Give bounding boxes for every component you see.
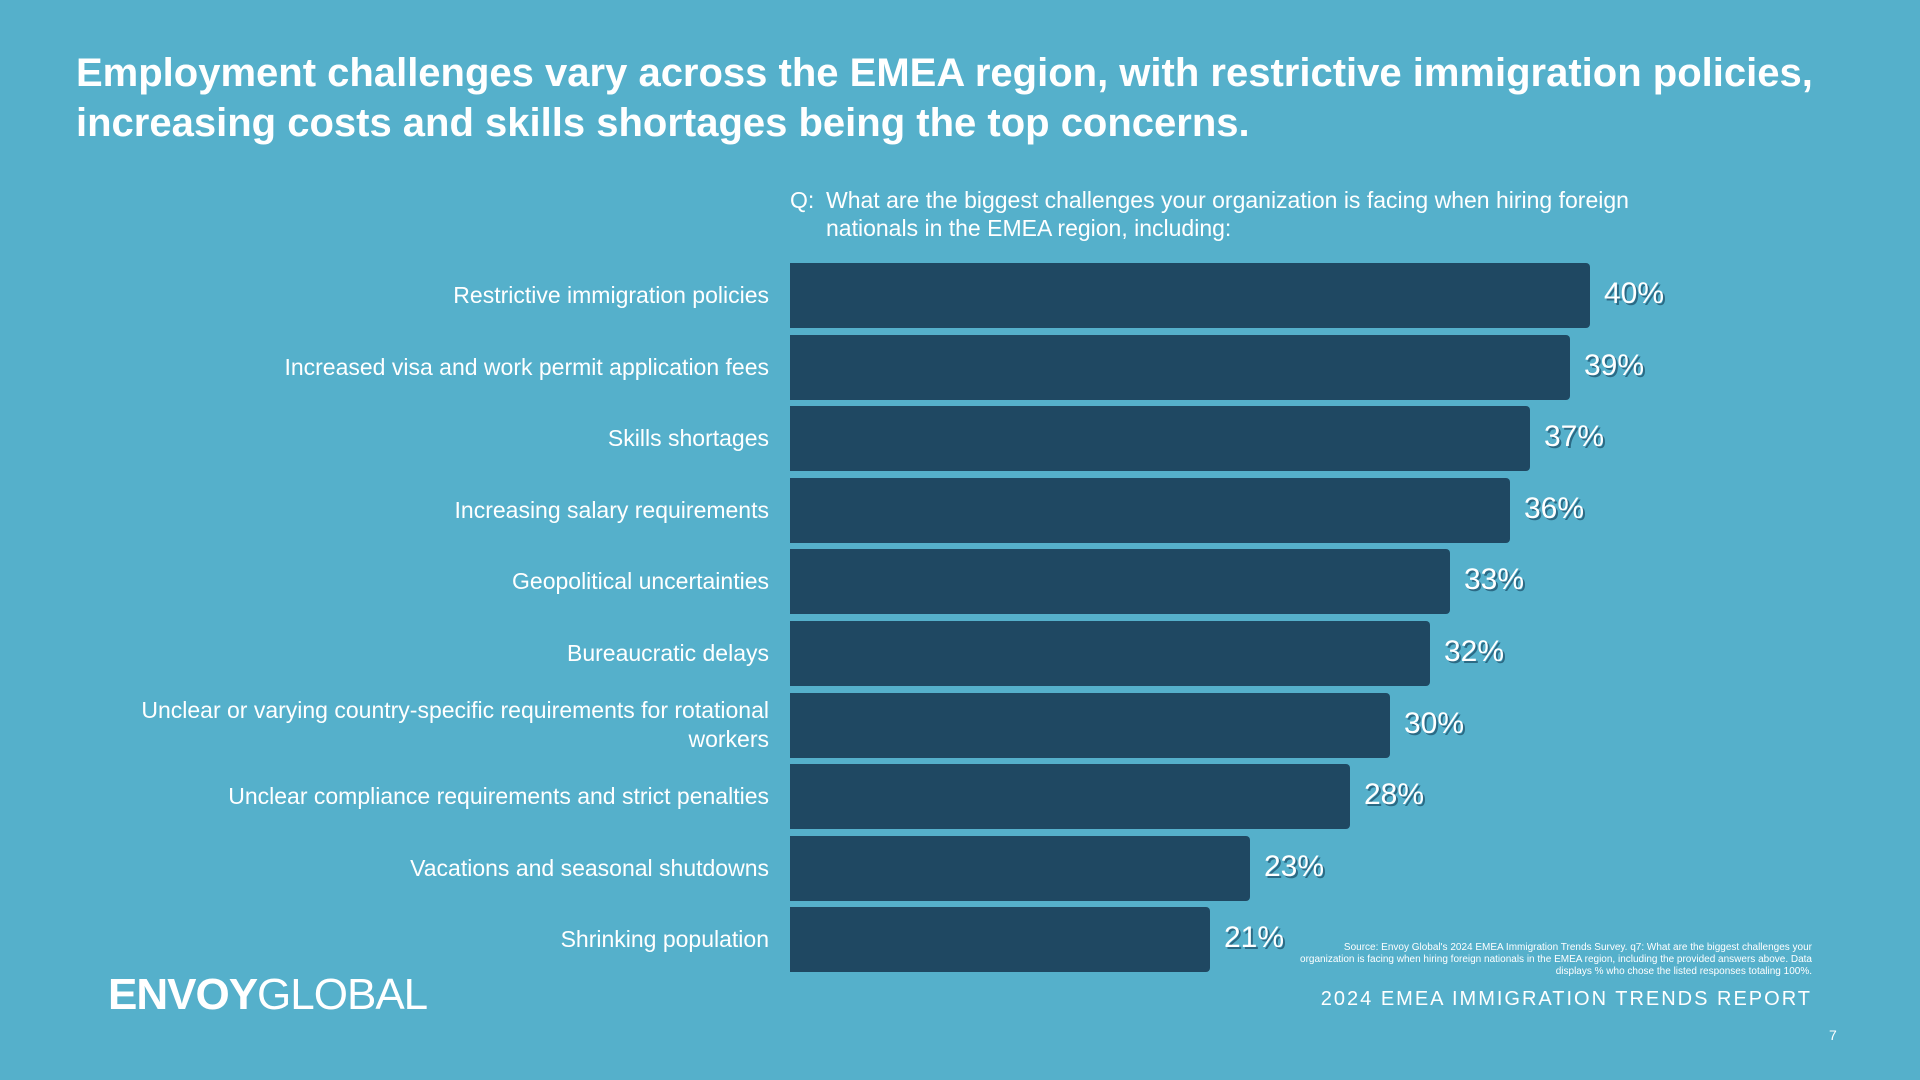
bar — [790, 263, 1590, 328]
bar — [790, 477, 1510, 543]
survey-question: Q: What are the biggest challenges your … — [790, 186, 1656, 242]
value-label: 36% — [1524, 491, 1585, 525]
category-label: Shrinking population — [560, 926, 769, 953]
value-label: 28% — [1364, 778, 1425, 812]
category-label: Geopolitical uncertainties — [512, 568, 769, 595]
envoy-global-logo: ENVOYGLOBAL — [108, 970, 428, 1019]
bar — [790, 692, 1390, 758]
bar — [790, 406, 1530, 472]
bar — [790, 621, 1430, 686]
page-number: 7 — [1829, 1027, 1837, 1043]
value-label: 39% — [1584, 348, 1645, 382]
bar — [790, 549, 1450, 615]
source-note: Source: Envoy Global's 2024 EMEA Immigra… — [1300, 942, 1812, 977]
category-label: Unclear compliance requirements and stri… — [228, 783, 769, 810]
category-label: Restrictive immigration policies — [453, 282, 769, 308]
value-label: 40% — [1604, 277, 1665, 310]
value-label: 33% — [1464, 563, 1525, 597]
page-title: Employment challenges vary across the EM… — [76, 51, 1813, 145]
question-text: What are the biggest challenges your org… — [826, 187, 1629, 241]
report-title: 2024 EMEA IMMIGRATION TRENDS REPORT — [1320, 988, 1812, 1010]
value-label: 21% — [1224, 921, 1285, 955]
value-label: 23% — [1264, 849, 1325, 883]
bar — [790, 764, 1350, 830]
category-label: Increased visa and work permit applicati… — [284, 353, 769, 380]
value-label: 32% — [1444, 635, 1505, 668]
value-label: 37% — [1544, 420, 1605, 454]
value-label: 30% — [1404, 706, 1465, 740]
bar — [790, 835, 1250, 901]
category-label: Bureaucratic delays — [567, 640, 769, 666]
bar — [790, 907, 1210, 973]
question-prefix: Q: — [790, 187, 815, 213]
bar — [790, 334, 1570, 400]
category-label: Vacations and seasonal shutdowns — [410, 854, 769, 881]
category-label: Increasing salary requirements — [454, 496, 769, 523]
category-label: Unclear or varying country-specific requ… — [141, 697, 769, 753]
category-label: Skills shortages — [607, 425, 769, 452]
